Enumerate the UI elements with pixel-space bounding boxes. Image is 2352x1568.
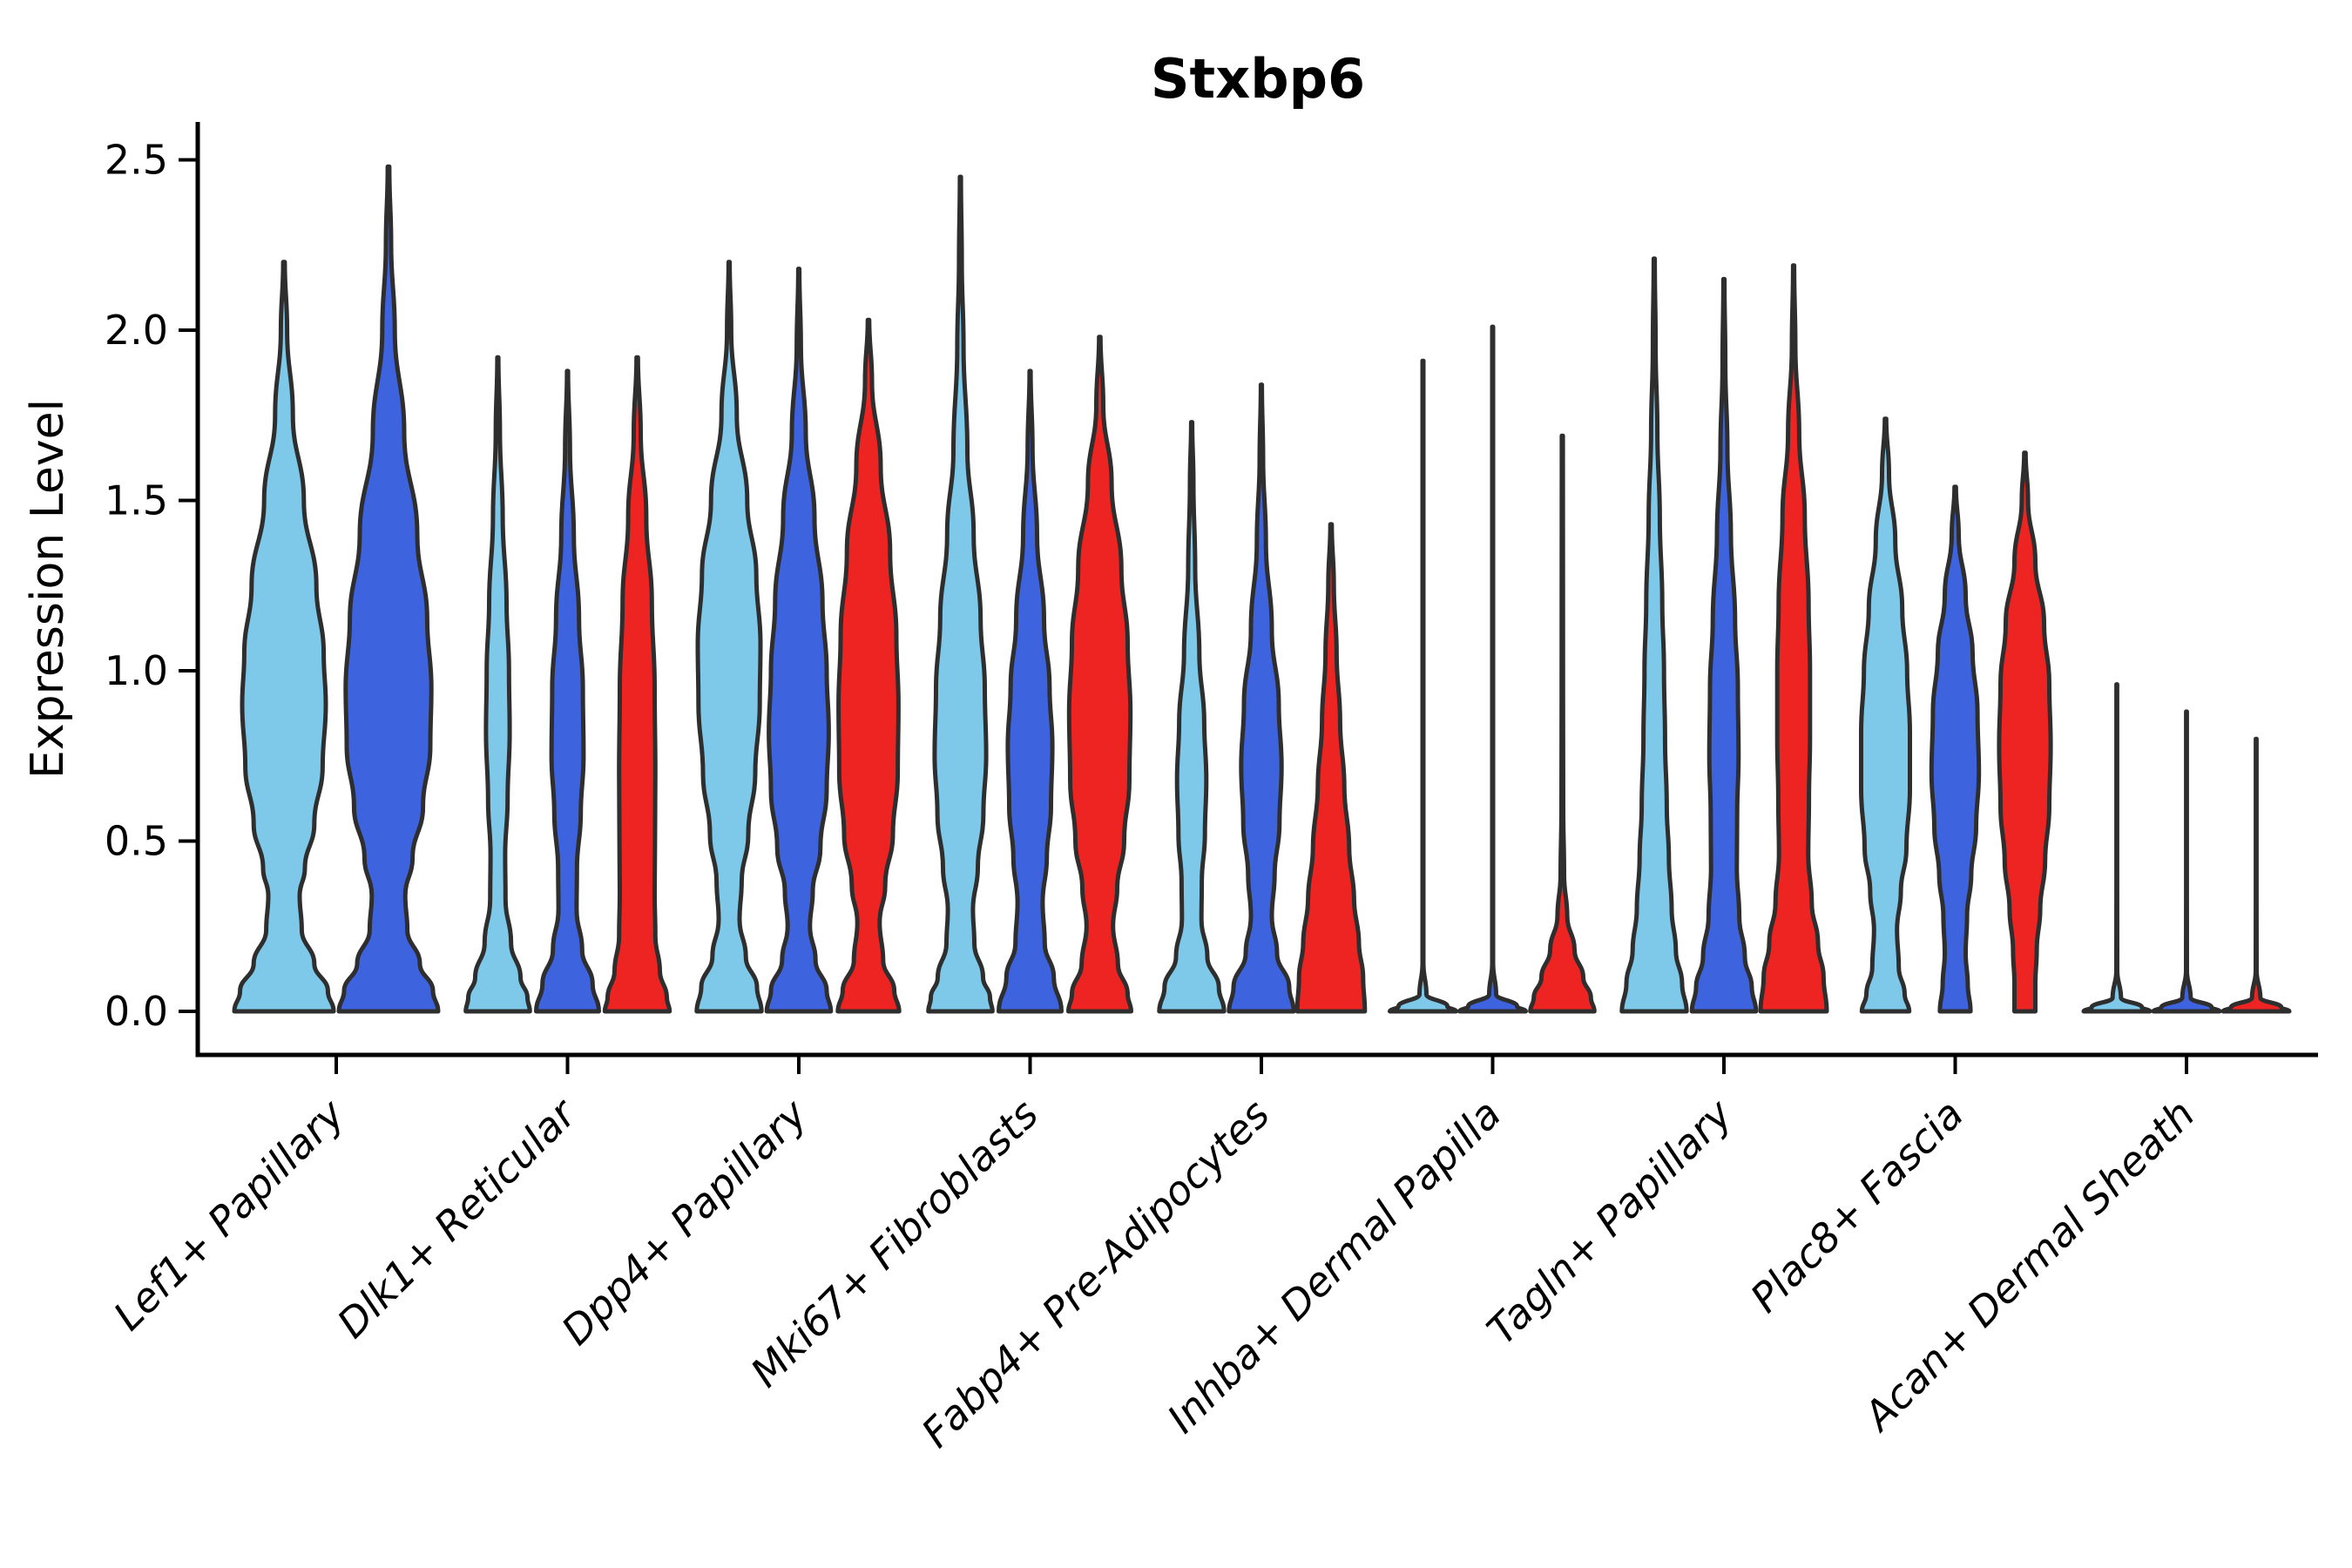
- violin-tagln-papillary-skyblue: [1619, 256, 1689, 1014]
- violin-dpp4-papillary-skyblue: [694, 260, 764, 1014]
- violin-tagln-papillary-red: [1758, 263, 1829, 1014]
- x-tick-label-lef1-papillary: Lef1+ Papillary: [105, 1090, 354, 1339]
- y-tick-label: 1.0: [105, 647, 168, 694]
- violin-inhba-dermal-papilla-red: [1528, 433, 1597, 1014]
- x-tick-label-dlk1-reticular: Dlk1+ Reticular: [328, 1088, 587, 1347]
- violin-plac8-fascia-skyblue: [1859, 416, 1913, 1014]
- violin-mki67-fibroblasts-royalblue: [997, 368, 1064, 1014]
- violin-acan-dermal-sheath-royalblue: [2151, 709, 2222, 1014]
- violin-fabp4-pre-adipocytes-skyblue: [1157, 420, 1227, 1014]
- violin-lef1-papillary-skyblue: [232, 260, 336, 1014]
- violin-inhba-dermal-papilla-royalblue: [1457, 324, 1528, 1014]
- y-tick-label: 0.5: [105, 818, 168, 865]
- violin-plac8-fascia-red: [1997, 450, 2053, 1014]
- violin-fabp4-pre-adipocytes-royalblue: [1227, 382, 1296, 1014]
- violin-dlk1-reticular-red: [602, 355, 672, 1014]
- violin-mki67-fibroblasts-skyblue: [926, 174, 995, 1014]
- violin-lef1-papillary-royalblue: [336, 164, 441, 1014]
- violin-dlk1-reticular-skyblue: [463, 355, 532, 1014]
- violin-mki67-fibroblasts-red: [1066, 335, 1133, 1014]
- violin-acan-dermal-sheath-red: [2220, 736, 2292, 1014]
- violins: [232, 164, 2292, 1014]
- violin-inhba-dermal-papilla-skyblue: [1388, 358, 1458, 1014]
- violin-plac8-fascia-royalblue: [1929, 484, 1982, 1014]
- x-tick-label-dpp4-papillary: Dpp4+ Papillary: [552, 1090, 816, 1354]
- y-axis-label: Expression Level: [22, 399, 74, 779]
- x-tick-label-plac8-fascia: Plac8+ Fascia: [1741, 1091, 1972, 1321]
- y-tick-label: 1.5: [105, 477, 168, 524]
- x-tick-label-tagln-papillary: Tagln+ Papillary: [1477, 1090, 1741, 1354]
- violin-dlk1-reticular-royalblue: [534, 368, 601, 1014]
- plot-title: Stxbp6: [1151, 47, 1365, 111]
- axes: [179, 122, 2318, 1074]
- violin-acan-dermal-sheath-skyblue: [2081, 682, 2153, 1014]
- violin-tagln-papillary-royalblue: [1689, 276, 1759, 1014]
- violin-dpp4-papillary-red: [835, 317, 902, 1014]
- violin-fabp4-pre-adipocytes-red: [1294, 522, 1368, 1014]
- y-tick-label: 0.0: [105, 988, 168, 1035]
- y-tick-label: 2.5: [105, 137, 168, 184]
- violin-dpp4-papillary-royalblue: [764, 267, 834, 1014]
- y-tick-label: 2.0: [105, 307, 168, 354]
